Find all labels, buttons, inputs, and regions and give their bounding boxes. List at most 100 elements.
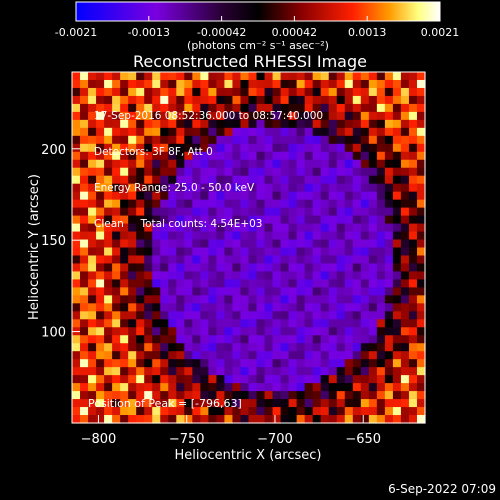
heatmap-cell (240, 255, 250, 265)
heatmap-cell (344, 415, 354, 424)
heatmap-cell (112, 255, 121, 265)
heatmap-cell (328, 263, 338, 273)
heatmap-cell (240, 367, 250, 376)
heatmap-cell (160, 391, 169, 400)
heatmap-cell (128, 223, 137, 233)
heatmap-cell (184, 111, 193, 121)
heatmap-cell (96, 72, 105, 81)
footer-timestamp: 6-Sep-2022 07:09 (388, 482, 496, 496)
heatmap-cell (392, 159, 402, 169)
heatmap-cell (80, 327, 89, 336)
heatmap-cell (128, 295, 137, 304)
heatmap-cell (200, 367, 209, 376)
heatmap-cell (176, 391, 185, 400)
heatmap-cell (88, 215, 97, 225)
heatmap-cell (144, 239, 153, 249)
heatmap-cell (320, 119, 330, 129)
heatmap-cell (264, 87, 274, 97)
heatmap-cell (280, 359, 290, 368)
heatmap-cell (360, 383, 370, 392)
heatmap-cell (88, 143, 97, 153)
heatmap-cell (264, 399, 274, 408)
heatmap-cell (80, 255, 89, 265)
heatmap-cell (208, 343, 218, 352)
heatmap-cell (264, 223, 274, 233)
heatmap-cell (256, 207, 266, 217)
heatmap-cell (392, 271, 402, 281)
heatmap-cell (248, 311, 258, 320)
heatmap-cell (240, 295, 250, 304)
heatmap-cell (200, 72, 209, 81)
heatmap-cell (256, 79, 266, 89)
heatmap-cell (72, 79, 81, 89)
heatmap-cell (312, 127, 322, 137)
heatmap-cell (80, 167, 89, 177)
heatmap-cell (120, 319, 129, 328)
heatmap-cell (152, 167, 161, 177)
heatmap-cell (416, 175, 426, 185)
heatmap-cell (296, 351, 306, 360)
heatmap-cell (392, 79, 402, 89)
heatmap-cell (192, 263, 201, 273)
heatmap-cell (320, 223, 330, 233)
heatmap-cell (112, 215, 121, 225)
heatmap-cell (120, 207, 129, 217)
heatmap-cell (296, 143, 306, 153)
heatmap-cell (280, 319, 290, 328)
heatmap-cell (288, 279, 298, 288)
heatmap-cell (192, 279, 201, 288)
heatmap-cell (200, 119, 209, 129)
heatmap-cell (144, 183, 153, 193)
heatmap-cell (128, 79, 137, 89)
heatmap-cell (320, 183, 330, 193)
heatmap-cell (104, 119, 113, 129)
heatmap-cell (136, 191, 145, 201)
heatmap-cell (336, 327, 346, 336)
heatmap-cell (344, 143, 354, 153)
heatmap-cell (184, 183, 193, 193)
heatmap-cell (280, 263, 290, 273)
heatmap-cell (168, 375, 177, 384)
heatmap-cell (184, 191, 193, 201)
heatmap-cell (312, 335, 322, 344)
heatmap-cell (296, 399, 306, 408)
heatmap-cell (80, 199, 89, 209)
heatmap-cell (336, 79, 346, 89)
heatmap-cell (384, 287, 394, 296)
heatmap-cell (232, 111, 242, 121)
heatmap-cell (176, 359, 185, 368)
heatmap-cell (256, 95, 266, 105)
heatmap-cell (192, 319, 201, 328)
heatmap-cell (376, 239, 386, 249)
heatmap-cell (416, 223, 426, 233)
heatmap-cell (232, 199, 242, 209)
heatmap-cell (408, 303, 418, 312)
heatmap-cell (200, 215, 209, 225)
heatmap-cell (400, 87, 410, 97)
heatmap-cell (168, 391, 177, 400)
heatmap-cell (256, 239, 266, 249)
heatmap-cell (152, 311, 161, 320)
heatmap-cell (304, 72, 314, 81)
heatmap-cell (96, 367, 105, 376)
heatmap-cell (248, 303, 258, 312)
heatmap-cell (416, 375, 426, 384)
heatmap-cell (152, 79, 161, 89)
heatmap-cell (384, 143, 394, 153)
heatmap-cell (192, 255, 201, 265)
heatmap-cell (96, 399, 105, 408)
heatmap-cell (208, 87, 218, 97)
heatmap-cell (376, 255, 386, 265)
heatmap-cell (72, 287, 81, 296)
heatmap-cell (176, 159, 185, 169)
heatmap-cell (408, 415, 418, 424)
heatmap-cell (160, 199, 169, 209)
heatmap-cell (312, 383, 322, 392)
heatmap-cell (264, 79, 274, 89)
heatmap-cell (360, 295, 370, 304)
heatmap-cell (312, 167, 322, 177)
heatmap-cell (192, 72, 201, 81)
heatmap-cell (216, 143, 226, 153)
heatmap-cell (160, 95, 169, 105)
chart-title: Reconstructed RHESSI Image (133, 52, 367, 71)
